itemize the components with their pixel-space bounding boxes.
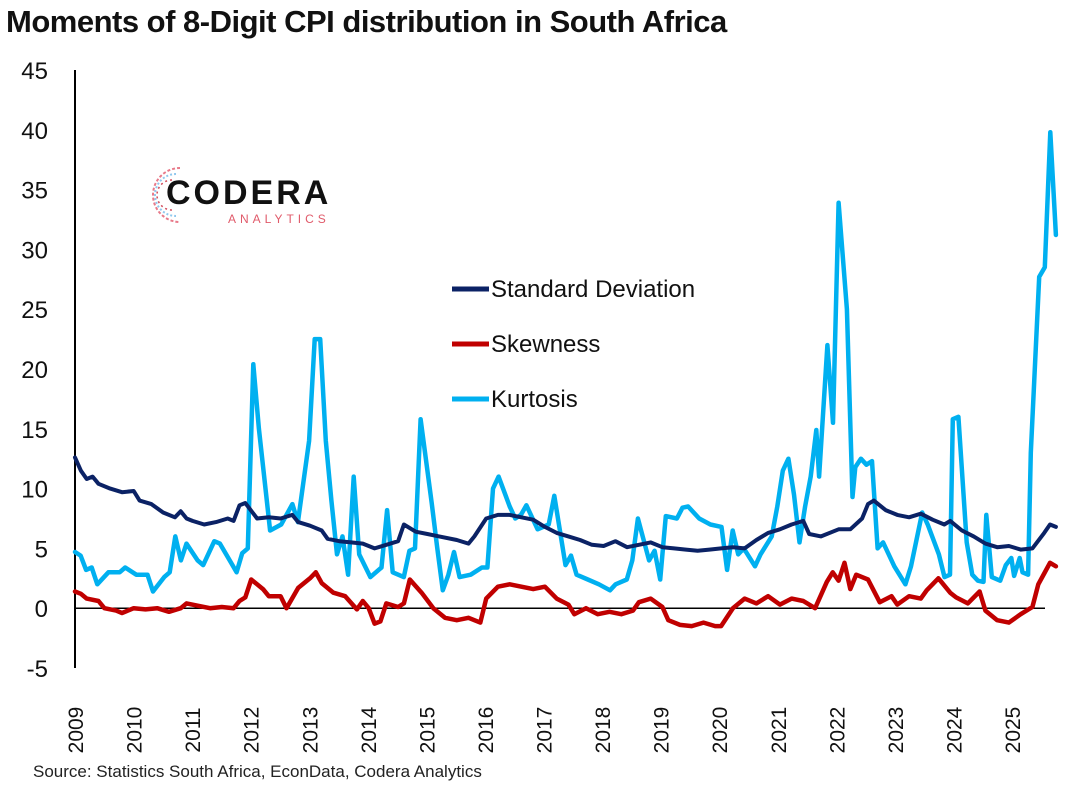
x-tick-label: 2009 bbox=[65, 707, 88, 754]
legend-label-std: Standard Deviation bbox=[491, 276, 695, 303]
legend-label-kurt: Kurtosis bbox=[491, 386, 578, 413]
y-tick-label: -5 bbox=[27, 656, 48, 683]
y-tick-label: 0 bbox=[35, 596, 48, 623]
y-tick-label: 40 bbox=[21, 118, 48, 145]
y-tick-label: 25 bbox=[21, 297, 48, 324]
x-tick-label: 2023 bbox=[885, 707, 908, 754]
y-tick-label: 35 bbox=[21, 178, 48, 205]
x-tick-label: 2022 bbox=[826, 707, 849, 754]
x-tick-label: 2012 bbox=[241, 707, 264, 754]
legend: Standard Deviation Skewness Kurtosis bbox=[452, 276, 695, 413]
x-tick-label: 2019 bbox=[651, 707, 674, 754]
x-tick-label: 2025 bbox=[1002, 707, 1025, 754]
y-tick-label: 20 bbox=[21, 357, 48, 384]
series-line-skew bbox=[72, 560, 1059, 629]
logo-circuit-icon bbox=[152, 167, 181, 223]
chart-title: Moments of 8-Digit CPI distribution in S… bbox=[6, 4, 727, 39]
logo-subtitle: ANALYTICS bbox=[228, 212, 330, 226]
y-tick-label: 15 bbox=[21, 417, 48, 444]
series-lines bbox=[72, 129, 1059, 629]
x-tick-label: 2021 bbox=[768, 707, 791, 754]
y-tick-label: 45 bbox=[21, 58, 48, 85]
y-tick-label: 30 bbox=[21, 237, 48, 264]
x-tick-label: 2016 bbox=[475, 707, 498, 754]
x-tick-label: 2013 bbox=[299, 707, 322, 754]
x-axis: 2009 2010 2011 2012 2013 2014 2015 2016 2017 2018… bbox=[65, 607, 1045, 754]
x-tick-label: 2011 bbox=[182, 707, 205, 752]
series-line-kurt bbox=[72, 129, 1059, 594]
logo-wordmark: CODERA bbox=[166, 174, 332, 212]
legend-label-skew: Skewness bbox=[491, 331, 600, 358]
x-tick-label: 2010 bbox=[124, 707, 147, 754]
x-tick-label: 2015 bbox=[416, 707, 439, 754]
codera-logo: CODERA ANALYTICS bbox=[146, 160, 336, 230]
series-line-std bbox=[73, 455, 1058, 553]
x-tick-label: 2014 bbox=[358, 706, 381, 753]
y-axis: -5 0 5 10 15 20 25 30 35 40 45 bbox=[21, 58, 76, 683]
x-tick-label: 2018 bbox=[592, 707, 615, 754]
x-tick-label: 2020 bbox=[709, 707, 732, 754]
x-tick-label: 2024 bbox=[943, 706, 966, 753]
y-tick-label: 10 bbox=[21, 477, 48, 504]
source-note: Source: Statistics South Africa, EconDat… bbox=[33, 762, 482, 781]
y-tick-label: 5 bbox=[35, 536, 48, 563]
x-tick-label: 2017 bbox=[534, 707, 557, 754]
